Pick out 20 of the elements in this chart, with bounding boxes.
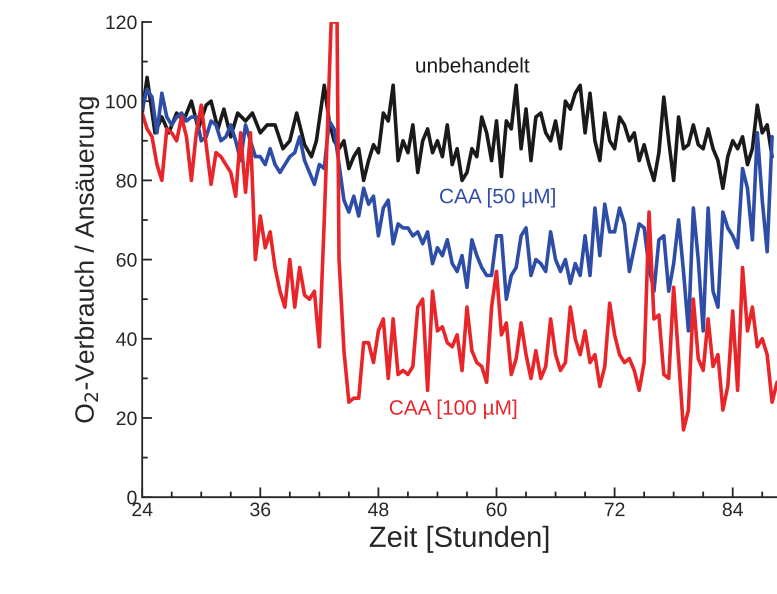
x-tick-label: 60 — [486, 502, 507, 516]
y-tick-label: 100 — [106, 94, 137, 108]
y-tick-label: 60 — [116, 253, 137, 267]
series-label: CAA [50 µM] — [440, 188, 555, 208]
x-tick-label: 84 — [722, 502, 743, 516]
x-tick-label: 24 — [132, 502, 152, 516]
x-tick-label: 72 — [604, 502, 624, 516]
y-tick-label: 120 — [106, 15, 137, 30]
y-tick-label: 20 — [116, 411, 137, 426]
y-tick-label: 40 — [116, 332, 137, 346]
line-series — [142, 87, 774, 333]
series-label: unbehandelt — [416, 57, 530, 73]
y-tick-label: 0 — [127, 490, 137, 504]
x-tick-label: 36 — [250, 502, 270, 516]
x-tick-label: 48 — [368, 502, 388, 516]
y-tick-label: 80 — [116, 174, 137, 188]
line-series — [142, 22, 777, 432]
x-axis-title: Zeit [Stunden] — [370, 526, 548, 553]
series-label: CAA [100 µM] — [390, 400, 516, 419]
y-axis-title: O$_{2}$-Verbrauch / Ansäuerung — [74, 97, 100, 422]
